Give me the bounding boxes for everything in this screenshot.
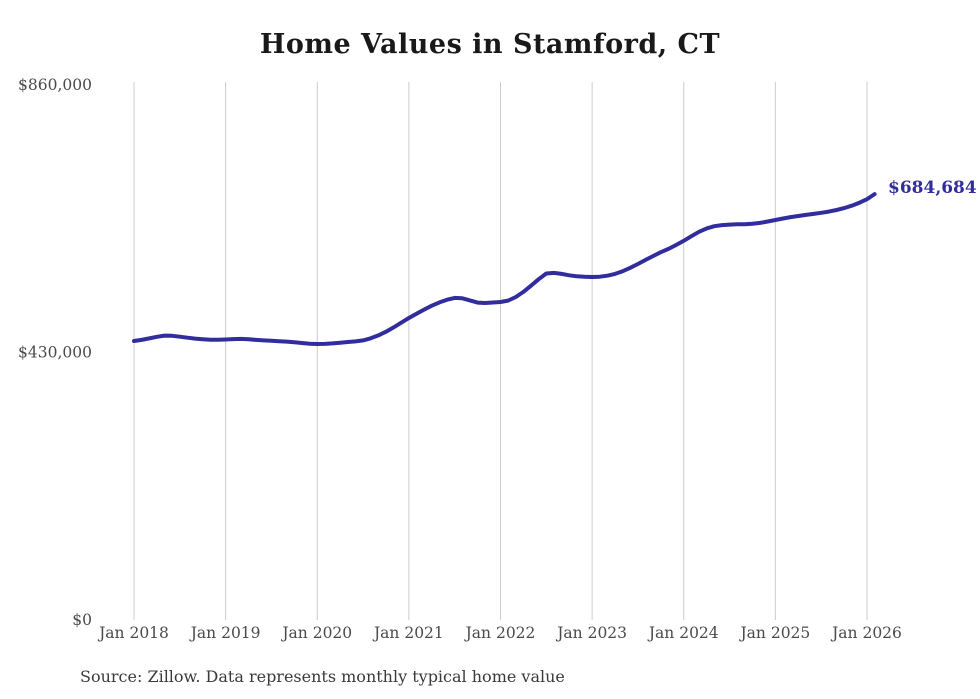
y-axis-tick-label: $0: [72, 611, 92, 629]
chart-title: Home Values in Stamford, CT: [259, 29, 721, 60]
x-axis-tick-label: Jan 2025: [738, 624, 810, 642]
y-axis-tick-label: $860,000: [18, 76, 92, 94]
x-axis-tick-label: Jan 2023: [555, 624, 627, 642]
y-axis-tick-label: $430,000: [18, 344, 92, 362]
x-axis-tick-label: Jan 2018: [97, 624, 169, 642]
x-axis-tick-label: Jan 2026: [830, 624, 902, 642]
latest-value-label: $684,684: [888, 178, 977, 198]
x-axis-tick-label: Jan 2022: [464, 624, 536, 642]
x-axis-tick-label: Jan 2019: [189, 624, 261, 642]
x-axis-tick-label: Jan 2020: [280, 624, 352, 642]
home-value-line: [132, 192, 877, 346]
source-note: Source: Zillow. Data represents monthly …: [80, 667, 565, 686]
x-axis-tick-label: Jan 2021: [372, 624, 444, 642]
x-axis-tick-label: Jan 2024: [647, 624, 719, 642]
